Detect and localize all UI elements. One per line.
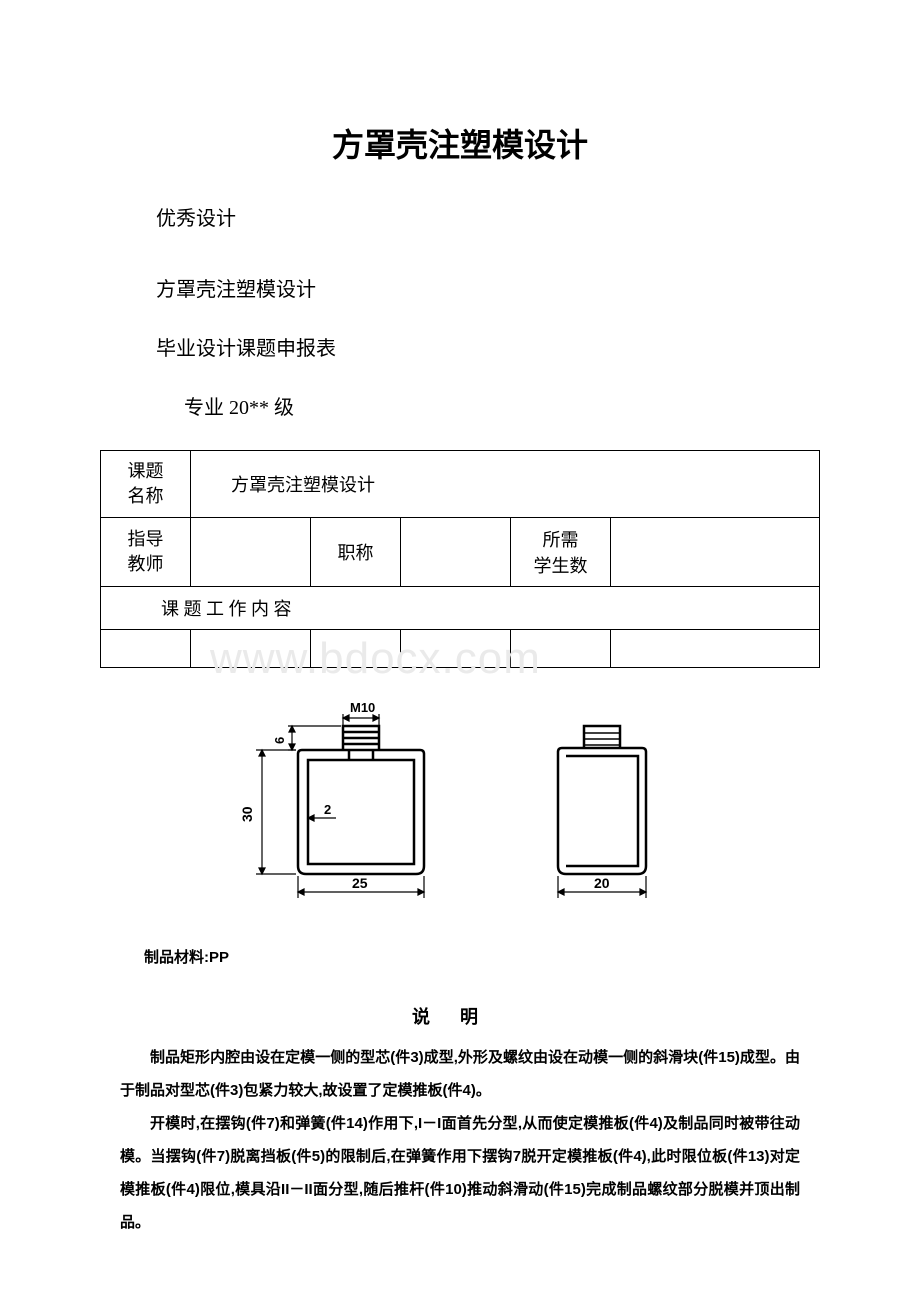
subtitle: 优秀设计 bbox=[156, 202, 820, 231]
dim-6: 6 bbox=[272, 737, 287, 744]
empty-cell bbox=[511, 630, 611, 668]
cell-topic-value: 方罩壳注塑模设计 bbox=[191, 451, 820, 518]
heading-2: 方罩壳注塑模设计 bbox=[156, 273, 820, 302]
table-row: 课 题 工 作 内 容 bbox=[101, 587, 820, 630]
side-view-drawing: 20 bbox=[522, 698, 692, 918]
explain-p2: 开模时,在摆钩(件7)和弹簧(件14)作用下,I－I面首先分型,从而使定模推板(… bbox=[120, 1107, 800, 1239]
cell-content-label: 课 题 工 作 内 容 bbox=[101, 587, 820, 630]
cell-topic-label: 课题 名称 bbox=[101, 451, 191, 518]
explain-title: 说明 bbox=[100, 1003, 820, 1029]
dim-m10: M10 bbox=[350, 700, 375, 715]
dim-30: 30 bbox=[239, 807, 255, 823]
page-title: 方罩壳注塑模设计 bbox=[100, 120, 820, 166]
cell-students-value bbox=[611, 518, 820, 587]
empty-cell bbox=[401, 630, 511, 668]
heading-4: 专业 20** 级 bbox=[184, 391, 820, 420]
cell-title-value bbox=[401, 518, 511, 587]
dim-20: 20 bbox=[594, 875, 610, 891]
heading-3: 毕业设计课题申报表 bbox=[156, 332, 820, 361]
technical-drawing: M10 6 30 2 bbox=[100, 698, 820, 918]
front-view-drawing: M10 6 30 2 bbox=[228, 698, 458, 918]
table-row bbox=[101, 630, 820, 668]
explain-p1: 制品矩形内腔由设在定模一侧的型芯(件3)成型,外形及螺纹由设在动模一侧的斜滑块(… bbox=[120, 1041, 800, 1107]
cell-advisor-value bbox=[191, 518, 311, 587]
material-label: 制品材料:PP bbox=[144, 946, 820, 967]
dim-25: 25 bbox=[352, 875, 368, 891]
cell-advisor-label: 指导 教师 bbox=[101, 518, 191, 587]
empty-cell bbox=[101, 630, 191, 668]
cell-students-label: 所需 学生数 bbox=[511, 518, 611, 587]
table-row: 课题 名称 方罩壳注塑模设计 bbox=[101, 451, 820, 518]
dim-2: 2 bbox=[324, 802, 331, 817]
explain-body: 制品矩形内腔由设在定模一侧的型芯(件3)成型,外形及螺纹由设在动模一侧的斜滑块(… bbox=[120, 1041, 800, 1239]
application-table: 课题 名称 方罩壳注塑模设计 指导 教师 职称 所需 学生数 课 题 工 作 内… bbox=[100, 450, 820, 668]
empty-cell bbox=[611, 630, 820, 668]
empty-cell bbox=[191, 630, 311, 668]
table-row: 指导 教师 职称 所需 学生数 bbox=[101, 518, 820, 587]
cell-title-label: 职称 bbox=[311, 518, 401, 587]
empty-cell bbox=[311, 630, 401, 668]
